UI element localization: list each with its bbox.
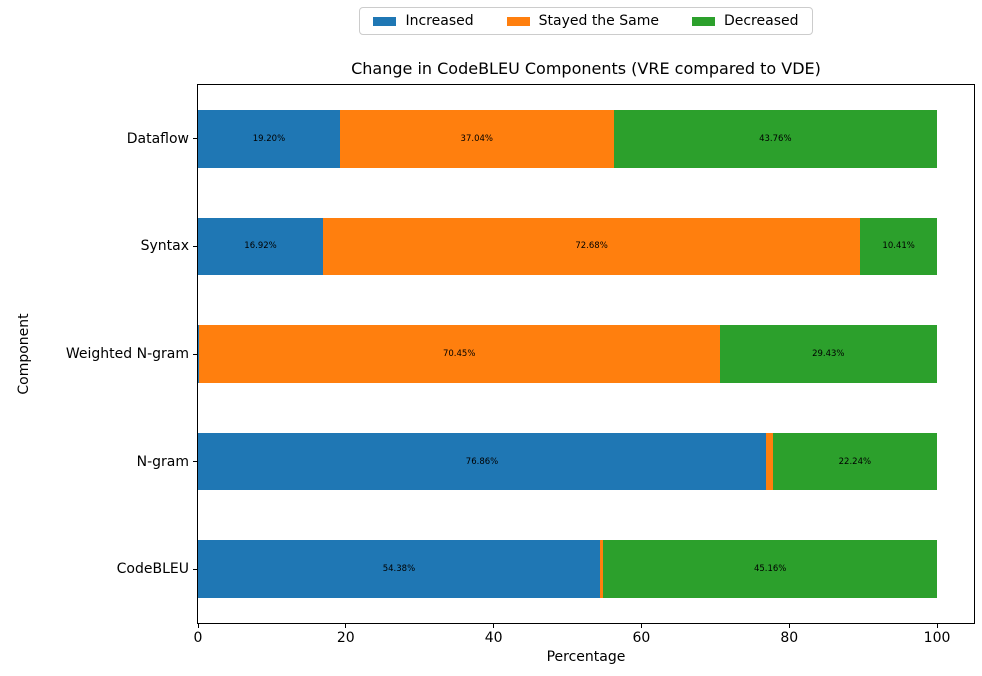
x-tick-mark bbox=[345, 624, 347, 628]
bar-value-label: 54.38% bbox=[382, 564, 416, 575]
x-tick-label: 60 bbox=[632, 630, 651, 646]
bar-segment-weighted-n-gram-decreased: 29.43% bbox=[719, 325, 938, 383]
bar-segment-codebleu-stayed-the-same bbox=[599, 540, 604, 598]
bar-segment-n-gram-decreased: 22.24% bbox=[772, 432, 938, 491]
bar-value-label: 70.45% bbox=[442, 349, 476, 359]
bar-value-label: 16.92% bbox=[244, 241, 277, 252]
bar-value-label: 19.20% bbox=[252, 133, 286, 144]
x-tick-label: 100 bbox=[923, 630, 951, 646]
bar-segment-dataflow-increased: 19.20% bbox=[198, 110, 340, 168]
legend-item-increased: Increased bbox=[373, 13, 474, 29]
chart-title: Change in CodeBLEU Components (VRE compa… bbox=[351, 59, 821, 78]
x-tick-label: 40 bbox=[484, 630, 503, 646]
bar-value-label: 72.68% bbox=[575, 241, 608, 252]
y-tick-mark bbox=[193, 245, 197, 247]
x-tick-label: 20 bbox=[336, 630, 355, 646]
y-tick-mark bbox=[193, 353, 197, 355]
legend-item-label: Decreased bbox=[723, 13, 799, 29]
x-tick-mark bbox=[640, 624, 642, 628]
bar-segment-syntax-increased: 16.92% bbox=[198, 217, 324, 276]
bar-value-label: 43.76% bbox=[759, 133, 792, 144]
legend-item-label: Stayed the Same bbox=[538, 13, 659, 29]
bar-segment-syntax-decreased: 10.41% bbox=[860, 217, 938, 276]
x-tick-mark bbox=[936, 624, 938, 628]
x-axis-label: Percentage bbox=[546, 649, 626, 665]
y-tick-mark bbox=[193, 461, 197, 463]
x-tick-label: 80 bbox=[780, 630, 799, 646]
bar-segment-codebleu-decreased: 45.16% bbox=[603, 540, 938, 598]
bar-segment-weighted-n-gram-stayed-the-same: 70.45% bbox=[198, 325, 720, 383]
bar-value-label: 37.04% bbox=[460, 133, 493, 144]
bar-segment-weighted-n-gram-increased bbox=[198, 325, 199, 383]
legend-item-label: Increased bbox=[405, 13, 474, 29]
bar-segment-n-gram-increased: 76.86% bbox=[198, 432, 767, 491]
bar-value-label: 45.16% bbox=[753, 564, 787, 575]
bar-value-label: 76.86% bbox=[465, 456, 499, 467]
bar-value-label: 22.24% bbox=[838, 456, 872, 467]
legend: Increased Stayed the Same Decreased bbox=[198, 7, 974, 35]
y-tick-label: CodeBLEU bbox=[116, 561, 189, 578]
legend-item-decreased: Decreased bbox=[691, 13, 799, 29]
bar-segment-dataflow-stayed-the-same: 37.04% bbox=[339, 110, 614, 168]
y-tick-label: N-gram bbox=[136, 453, 189, 470]
legend-swatch-decreased bbox=[691, 16, 715, 26]
bar-segment-syntax-stayed-the-same: 72.68% bbox=[323, 217, 861, 276]
bar-segment-n-gram-stayed-the-same bbox=[766, 432, 773, 491]
y-tick-label: Syntax bbox=[140, 238, 189, 255]
y-tick-label: Dataflow bbox=[126, 130, 189, 147]
legend-item-stayed-the-same: Stayed the Same bbox=[506, 13, 659, 29]
legend-swatch-stayed-the-same bbox=[506, 16, 530, 26]
bar-value-label: 10.41% bbox=[882, 241, 915, 252]
x-tick-mark bbox=[493, 624, 495, 628]
x-tick-mark bbox=[197, 624, 199, 628]
bar-value-label: 29.43% bbox=[812, 349, 845, 359]
legend-box: Increased Stayed the Same Decreased bbox=[359, 7, 813, 35]
y-tick-mark bbox=[193, 568, 197, 570]
bar-segment-codebleu-increased: 54.38% bbox=[198, 540, 600, 598]
legend-swatch-increased bbox=[373, 16, 397, 26]
y-tick-label: Weighted N-gram bbox=[65, 346, 189, 362]
x-tick-mark bbox=[788, 624, 790, 628]
y-tick-mark bbox=[193, 138, 197, 140]
bar-segment-dataflow-decreased: 43.76% bbox=[613, 110, 938, 168]
x-tick-label: 0 bbox=[193, 630, 203, 646]
